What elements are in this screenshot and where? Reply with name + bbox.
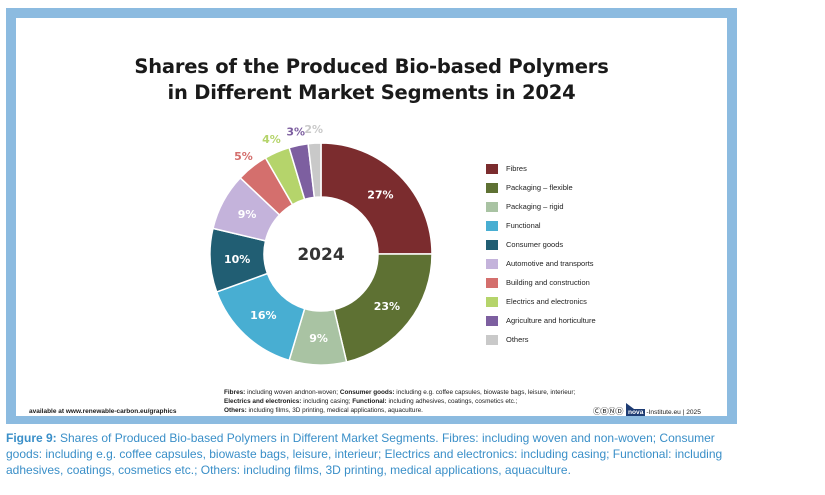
legend-label: Packaging – flexible — [506, 183, 573, 192]
slice-fibres — [320, 142, 433, 255]
legend-label: Others — [506, 335, 529, 344]
note-functional-text: including adhesives, coatings, cosmetics… — [386, 398, 518, 405]
note-electrics-label: Electrics and electronics: — [224, 398, 302, 405]
legend-item: Consumer goods — [486, 239, 706, 251]
legend-label: Functional — [506, 221, 541, 230]
legend-label: Electrics and electronics — [506, 297, 587, 306]
slice-label-fibres: 27% — [367, 189, 393, 202]
nova-flag-icon — [626, 403, 634, 409]
legend-label: Building and construction — [506, 278, 590, 287]
figure-caption: Figure 9: Shares of Produced Bio-based P… — [6, 430, 741, 478]
slice-label-electrics-and-electronics: 4% — [262, 133, 281, 146]
nova-logo-text: nova — [628, 409, 644, 416]
note-functional-label: Functional: — [352, 398, 387, 405]
figure-caption-text: Shares of Produced Bio-based Polymers in… — [6, 431, 723, 477]
nova-logo: nova — [626, 403, 646, 416]
figure-number: Figure 9: — [6, 431, 57, 445]
note-fibres-text: including woven andnon-woven; — [245, 389, 340, 396]
chart-title-line-2: in Different Market Segments in 2024 — [167, 81, 576, 104]
legend-swatch — [486, 221, 498, 231]
legend-swatch — [486, 259, 498, 269]
legend-label: Agriculture and horticulture — [506, 316, 596, 325]
legend-swatch — [486, 240, 498, 250]
legend-swatch — [486, 335, 498, 345]
credit-text: -Institute.eu | 2025 — [646, 409, 701, 416]
creative-commons-icon: ⒸⒷⓃⒹ — [593, 407, 624, 416]
chart-title-line-1: Shares of the Produced Bio-based Polymer… — [134, 55, 609, 78]
legend-item: Fibres — [486, 163, 706, 175]
slice-label-packaging-flexible: 23% — [374, 300, 400, 313]
legend-item: Building and construction — [486, 277, 706, 289]
legend-item: Packaging – rigid — [486, 201, 706, 213]
figure-frame: Shares of the Produced Bio-based Polymer… — [6, 8, 737, 424]
legend-item: Functional — [486, 220, 706, 232]
donut-slices — [209, 142, 433, 366]
legend-item: Packaging – flexible — [486, 182, 706, 194]
note-others-label: Others: — [224, 407, 247, 414]
slice-label-functional: 16% — [250, 309, 276, 322]
slice-others — [307, 142, 322, 199]
slice-label-others: 2% — [304, 123, 323, 136]
legend-swatch — [486, 278, 498, 288]
slice-label-consumer-goods: 10% — [224, 253, 250, 266]
legend-swatch — [486, 183, 498, 193]
legend-label: Packaging – rigid — [506, 202, 564, 211]
slice-label-agriculture-and-horticulture: 3% — [286, 126, 305, 139]
segment-notes: Fibres: including woven andnon-woven; Co… — [224, 388, 584, 415]
note-consumer-label: Consumer goods: — [339, 389, 395, 396]
legend-swatch — [486, 297, 498, 307]
legend-swatch — [486, 202, 498, 212]
legend-label: Fibres — [506, 164, 527, 173]
slice-label-packaging-rigid: 9% — [309, 332, 328, 345]
legend-swatch — [486, 164, 498, 174]
available-at-link[interactable]: available at www.renewable-carbon.eu/gra… — [29, 408, 177, 415]
donut-slice-labels: 27% 23% 9% 16% 10% 9% 5% 4% 3% 2% — [224, 123, 400, 345]
legend-item: Electrics and electronics — [486, 296, 706, 308]
note-consumer-text: including e.g. coffee capsules, biowaste… — [394, 389, 576, 396]
legend-item: Agriculture and horticulture — [486, 315, 706, 327]
legend-item: Automotive and transports — [486, 258, 706, 270]
credit-line: ⒸⒷⓃⒹ nova -Institute.eu | 2025 — [593, 403, 701, 417]
legend-label: Consumer goods — [506, 240, 564, 249]
donut-center-label: 2024 — [297, 245, 344, 265]
slice-label-automotive-and-transports: 9% — [238, 208, 257, 221]
note-others-text: including films, 3D printing, medical ap… — [246, 407, 423, 414]
legend-swatch — [486, 316, 498, 326]
note-electrics-text: including casing; — [301, 398, 353, 405]
legend-label: Automotive and transports — [506, 259, 594, 268]
note-fibres-label: Fibres: — [224, 389, 246, 396]
chart-panel: Shares of the Produced Bio-based Polymer… — [16, 18, 727, 416]
slice-label-building-and-construction: 5% — [234, 150, 253, 163]
donut-chart: 27% 23% 9% 16% 10% 9% 5% 4% 3% 2% 2024 — [209, 123, 433, 366]
legend-item: Others — [486, 334, 706, 346]
chart-title: Shares of the Produced Bio-based Polymer… — [16, 54, 727, 106]
